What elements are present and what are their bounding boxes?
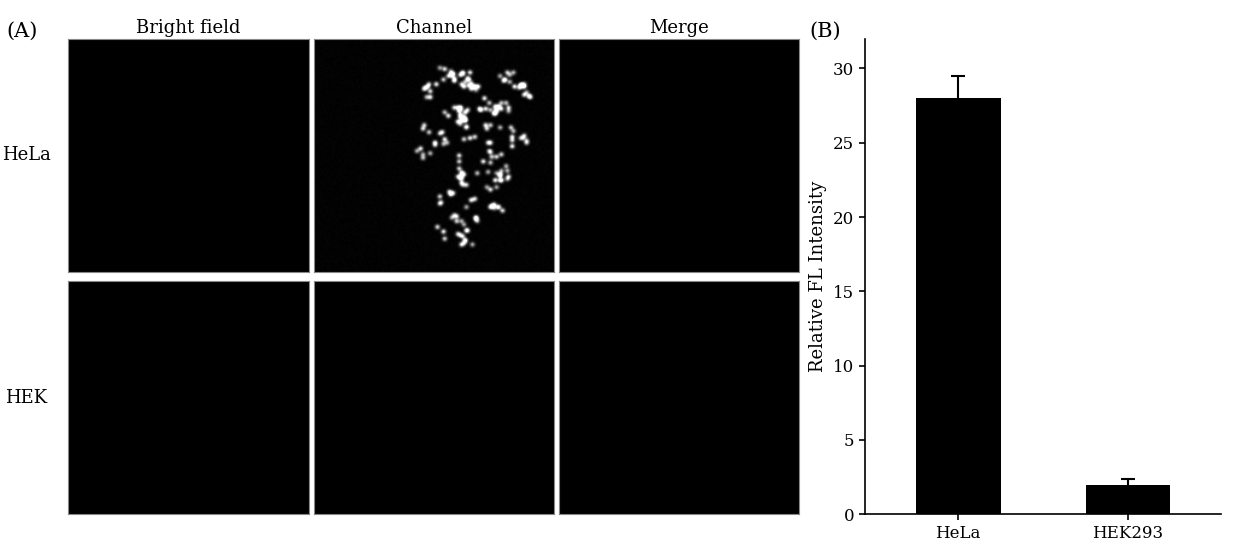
Title: Channel: Channel bbox=[396, 19, 472, 37]
Text: (B): (B) bbox=[808, 22, 841, 41]
Title: Merge: Merge bbox=[650, 19, 709, 37]
Y-axis label: Relative FL Intensity: Relative FL Intensity bbox=[810, 181, 827, 372]
Bar bbox=[1085, 484, 1171, 514]
Y-axis label: HeLa: HeLa bbox=[2, 147, 51, 164]
Title: Bright field: Bright field bbox=[136, 19, 241, 37]
Bar bbox=[915, 98, 1001, 514]
Y-axis label: HEK: HEK bbox=[5, 389, 47, 406]
Text: (A): (A) bbox=[6, 22, 37, 41]
